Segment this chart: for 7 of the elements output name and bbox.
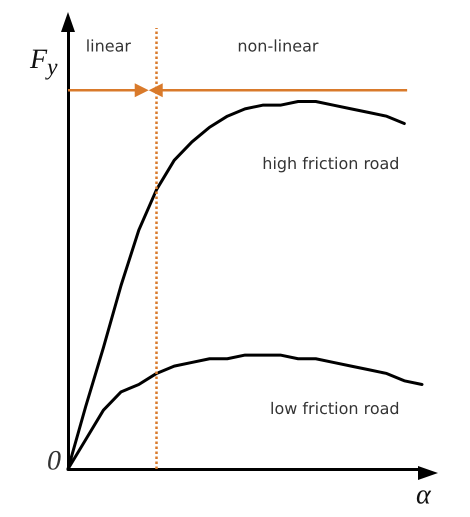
series-label: high friction road [262,154,400,174]
text: linear [86,36,132,56]
series-label: low friction road [270,398,400,418]
y-axis-title: F$_{y}$ [30,44,58,82]
x-axis-title: α [416,480,432,510]
text: non-linear [237,36,319,56]
text: 0 [47,446,61,476]
